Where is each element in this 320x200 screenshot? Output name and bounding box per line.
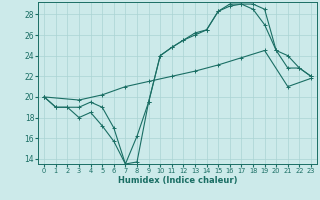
X-axis label: Humidex (Indice chaleur): Humidex (Indice chaleur) bbox=[118, 176, 237, 185]
